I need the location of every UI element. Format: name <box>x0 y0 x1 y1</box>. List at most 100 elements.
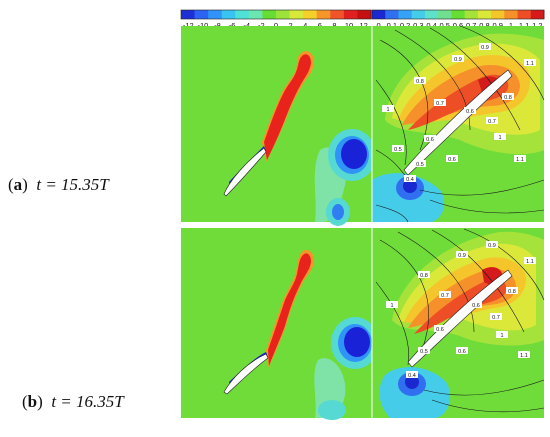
vorticity-colorbar-swatch <box>289 10 304 19</box>
vorticity-colorbar-swatch <box>248 10 263 19</box>
pressure-colorbar-tick-label: 0.3 <box>413 21 423 30</box>
contour-label: 0.5 <box>416 162 424 168</box>
pressure-colorbar-tick-label: 0.6 <box>453 21 463 30</box>
pressure-colorbar-swatch <box>464 10 479 19</box>
pressure-field-b: 0.4 0.5 0.6 0.6 0.6 0.7 0.7 0.8 0.8 0.9 0.9 1 1 1.1 1.… <box>372 228 545 418</box>
low-pressure-core <box>403 179 417 193</box>
contour-label-bg <box>452 55 464 62</box>
contour-label-bg <box>506 287 518 294</box>
contour-label: 0.9 <box>454 57 462 63</box>
pressure-colorbar-swatch <box>372 10 386 19</box>
contour-label: 1 <box>386 107 389 113</box>
pressure-colorbar-swatch <box>504 10 519 19</box>
contour-label-bg <box>456 347 468 354</box>
pressure-colorbar-tick-label: 0.7 <box>466 21 476 30</box>
contour-label-bg <box>479 43 491 50</box>
contour-label-bg <box>418 347 430 354</box>
wing-section <box>223 147 267 197</box>
contour-label: 0.6 <box>436 327 444 333</box>
pressure-colorbar-swatch <box>411 10 426 19</box>
vorticity-colorbar-swatch <box>181 10 196 19</box>
pressure-colorbar-tick-label: 0 <box>377 21 381 30</box>
contour-label: 0.5 <box>394 147 402 153</box>
pressure-colorbar-swatch <box>517 10 532 19</box>
contour-label-bg <box>434 99 446 106</box>
contour-label-bg <box>524 257 536 264</box>
pressure-colorbar-swatch <box>398 10 413 19</box>
contour-label: 1.1 <box>520 353 528 359</box>
panel-b-time: t = 16.35T <box>51 392 124 411</box>
contour-label: 1 <box>500 333 503 339</box>
secondary-vortex-core <box>332 204 344 220</box>
pressure-colorbar-tick-label: 0.2 <box>400 21 410 30</box>
vorticity-colorbar-tick-label: 0 <box>274 21 278 30</box>
contour-label: 1.1 <box>516 157 524 163</box>
leading-edge-vortex-sheet <box>264 54 311 160</box>
vorticity-colorbar-swatch <box>316 10 331 19</box>
contour-label-bg <box>424 135 436 142</box>
vorticity-colorbar-tick-label: 12 <box>360 21 368 30</box>
pressure-colorbar-tick-label: 0.4 <box>426 21 436 30</box>
secondary-vortex-halo <box>318 400 346 420</box>
contour-label-bg <box>456 251 468 258</box>
pressure-colorbar-tick-label: 1 <box>509 21 513 30</box>
vorticity-colorbar-swatch <box>276 10 291 19</box>
panel-b: 0.4 0.5 0.6 0.6 0.6 0.7 0.7 0.8 0.8 0.9 0.9 1 1 1.1 1.… <box>181 228 545 420</box>
pressure-colorbar-swatch <box>477 10 492 19</box>
contour-label-bg <box>514 155 526 162</box>
contour-label: 0.9 <box>488 243 496 249</box>
contour-labels-b: 0.4 0.5 0.6 0.6 0.6 0.7 0.7 0.8 0.8 0.9 0.9 1 1 1.1 1.… <box>386 241 536 379</box>
pressure-colorbar: 0 0.1 0.2 0.3 0.4 0.5 0.6 0.7 0.8 0.9 1 1.1 1.2 <box>371 9 545 30</box>
vorticity-colorbar-swatch <box>262 10 277 19</box>
panel-a-caption: (a) t = 15.35T <box>8 175 109 194</box>
contour-label: 0.8 <box>420 273 428 279</box>
contour-label-bg <box>404 175 416 182</box>
pressure-colorbar-swatch <box>385 10 399 19</box>
contour-label: 0.8 <box>416 79 424 85</box>
panel-a-time: t = 15.35T <box>36 175 109 194</box>
contour-label: 0.4 <box>406 177 414 183</box>
contour-label-bg <box>386 301 398 308</box>
wake-vortex-core <box>341 139 367 169</box>
wake-vortex-core <box>344 327 370 357</box>
pressure-colorbar-tick-label: 0.9 <box>492 21 502 30</box>
panel-a: 0.4 0.5 0.5 0.6 0.6 0.6 0.7 0.7 0.8 0.8 0.9 0.9 1 1 1.… <box>181 25 545 226</box>
contour-label-bg <box>518 351 530 358</box>
pressure-colorbar-swatch <box>530 10 545 19</box>
contour-label-bg <box>434 325 446 332</box>
vorticity-field-b <box>181 228 379 420</box>
panel-b-label: b <box>27 392 38 411</box>
contour-label: 0.4 <box>408 373 416 379</box>
vorticity-colorbar-tick-label: -8 <box>214 21 221 30</box>
contour-label: 0.8 <box>508 289 516 295</box>
contour-label: 0.7 <box>441 293 449 299</box>
pressure-colorbar-tick-label: 0.5 <box>440 21 450 30</box>
pressure-colorbar-tick-label: 1.1 <box>519 21 529 30</box>
pressure-colorbar-tick-label: 0.8 <box>479 21 489 30</box>
pressure-colorbar-tick-label: 1.2 <box>532 21 542 30</box>
vorticity-colorbar-swatch <box>208 10 223 19</box>
contour-label: 0.8 <box>504 95 512 101</box>
contour-label-bg <box>446 155 458 162</box>
contour-label: 0.9 <box>458 253 466 259</box>
contour-label: 0.7 <box>492 315 500 321</box>
pressure-colorbar-swatch <box>451 10 466 19</box>
vorticity-colorbar-swatch <box>343 10 358 19</box>
contour-label-bg <box>392 145 404 152</box>
contour-label-bg <box>414 77 426 84</box>
vorticity-colorbar-swatch <box>221 10 236 19</box>
contour-label-bg <box>418 271 430 278</box>
vorticity-colorbar-swatch <box>303 10 318 19</box>
contour-label-bg <box>382 105 394 112</box>
contour-label: 1 <box>390 303 393 309</box>
vorticity-colorbar-tick-label: 4 <box>303 21 307 30</box>
vorticity-colorbar-tick-label: 2 <box>289 21 293 30</box>
low-pressure-core <box>405 375 419 389</box>
contour-label: 0.6 <box>426 137 434 143</box>
pressure-colorbar-swatch <box>438 10 452 19</box>
vorticity-colorbar-tick-label: -10 <box>198 21 209 30</box>
pressure-colorbar-tick-label: 0.1 <box>387 21 397 30</box>
contour-label-bg <box>414 160 426 167</box>
vorticity-colorbar-tick-label: 10 <box>345 21 353 30</box>
